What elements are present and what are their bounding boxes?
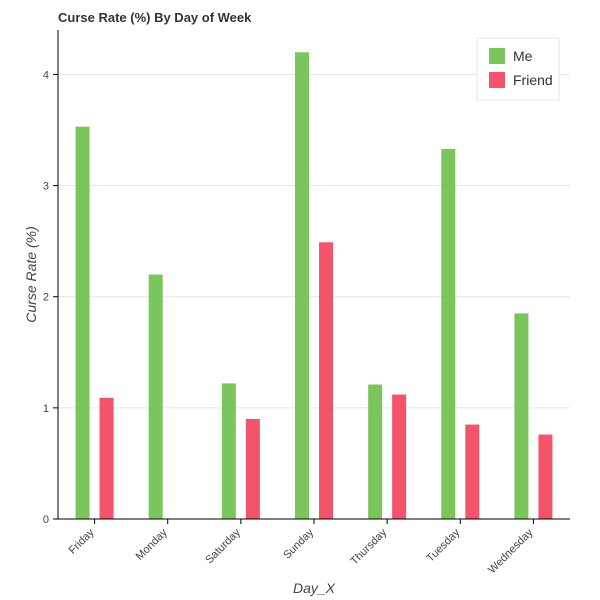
y-tick-label: 1 bbox=[43, 403, 49, 415]
chart-title: Curse Rate (%) By Day of Week bbox=[58, 10, 252, 25]
x-tick-label: Sunday bbox=[281, 526, 316, 561]
bar-me-sunday bbox=[295, 52, 309, 520]
legend-swatch-me bbox=[489, 48, 505, 64]
legend-swatch-friend bbox=[489, 72, 505, 88]
y-tick-label: 2 bbox=[43, 292, 49, 304]
y-ticks: 0 1 2 3 4 bbox=[43, 69, 58, 526]
bar-friend-thursday bbox=[392, 394, 407, 519]
y-tick-label: 0 bbox=[43, 514, 49, 526]
bar-me-monday bbox=[148, 274, 163, 519]
bar-friend-saturday bbox=[245, 418, 260, 519]
legend-label-friend: Friend bbox=[513, 72, 553, 88]
grid-lines bbox=[58, 73, 570, 409]
x-axis-label: Day_X bbox=[293, 580, 336, 596]
x-tick-label: Tuesday bbox=[424, 526, 462, 564]
x-tick-label: Friday bbox=[67, 526, 97, 556]
x-ticks: Friday Monday Saturday Sunday Thursday Tuesda… bbox=[67, 519, 536, 576]
bar-me-friday bbox=[75, 126, 90, 520]
bars bbox=[75, 52, 553, 520]
legend-label-me: Me bbox=[513, 48, 533, 64]
x-tick-label: Monday bbox=[134, 526, 171, 563]
x-tick-label: Thursday bbox=[348, 526, 389, 567]
bar-me-tuesday bbox=[441, 148, 456, 520]
axes bbox=[57, 30, 570, 520]
bar-friend-tuesday bbox=[465, 424, 480, 519]
y-tick-label: 3 bbox=[43, 181, 49, 193]
bar-friend-sunday bbox=[319, 242, 333, 520]
bar-friend-wednesday bbox=[538, 434, 553, 519]
y-axis-label: Curse Rate (%) bbox=[23, 226, 39, 322]
bar-friend-friday bbox=[99, 397, 114, 519]
bar-me-saturday bbox=[221, 383, 236, 519]
bar-me-thursday bbox=[368, 384, 383, 519]
legend: Me Friend bbox=[476, 37, 560, 101]
bar-me-wednesday bbox=[514, 313, 529, 519]
y-tick-label: 4 bbox=[43, 69, 49, 81]
x-tick-label: Saturday bbox=[203, 526, 243, 566]
x-tick-label: Wednesday bbox=[486, 526, 536, 576]
